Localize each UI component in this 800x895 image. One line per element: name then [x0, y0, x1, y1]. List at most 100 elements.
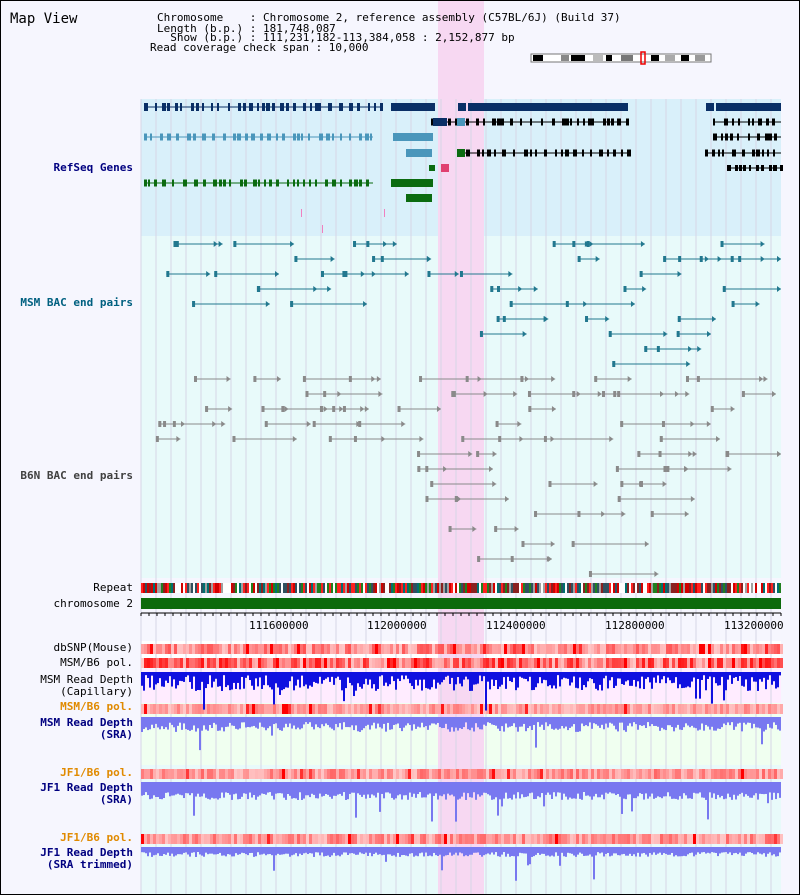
bac-pair-end: [663, 256, 667, 262]
repeat-segment: [579, 583, 581, 593]
repeat-segment: [393, 583, 395, 593]
pol-cell: [546, 769, 549, 779]
depth-bar: [307, 782, 309, 796]
pol-cell: [480, 704, 483, 714]
pol-cell: [684, 834, 687, 844]
pol-cell: [159, 769, 162, 779]
pol-cell: [291, 834, 294, 844]
pol-cell: [765, 769, 768, 779]
pol-cell: [456, 834, 459, 844]
depth-bar: [501, 672, 503, 685]
depth-bar: [337, 672, 339, 677]
pol-cell: [669, 834, 672, 844]
depth-bar: [449, 717, 451, 732]
gene-exon: [150, 133, 152, 141]
pol-cell: [282, 644, 285, 654]
pol-cell: [621, 769, 624, 779]
bac-pair-end: [627, 376, 632, 382]
bac-pair-end: [451, 391, 455, 397]
track-label-b6n-bac[interactable]: B6N BAC end pairs: [20, 469, 133, 482]
pol-cell: [165, 644, 168, 654]
pol-cell: [612, 658, 615, 668]
pol-cell: [357, 769, 360, 779]
depth-bar: [777, 847, 779, 857]
depth-bar: [267, 782, 269, 793]
pol-cell: [261, 658, 264, 668]
repeat-segment: [673, 583, 675, 593]
depth-bar: [583, 847, 585, 856]
pol-cell: [204, 834, 207, 844]
repeat-segment: [531, 583, 533, 593]
depth-bar: [297, 847, 299, 857]
depth-bar: [149, 672, 151, 688]
depth-bar: [145, 717, 147, 728]
depth-bar: [743, 717, 745, 723]
bac-pair-end: [477, 556, 481, 562]
depth-bar: [213, 717, 215, 723]
bac-pair-end: [583, 301, 588, 307]
pol-cell: [300, 644, 303, 654]
depth-bar: [369, 847, 371, 853]
bac-pair-end: [417, 466, 421, 472]
repeat-segment: [709, 583, 711, 593]
pol-cell: [381, 704, 384, 714]
pol-cell: [765, 658, 768, 668]
depth-bar: [527, 847, 529, 866]
pol-cell: [396, 704, 399, 714]
pol-cell: [657, 704, 660, 714]
pol-cell: [549, 704, 552, 714]
depth-bar: [303, 717, 305, 725]
pol-cell: [711, 704, 714, 714]
bac-pair-end: [639, 271, 643, 277]
pol-cell: [312, 769, 315, 779]
pol-cell: [720, 834, 723, 844]
depth-bar: [779, 672, 781, 676]
pol-cell: [609, 834, 612, 844]
pol-cell: [645, 769, 648, 779]
pol-cell: [177, 834, 180, 844]
pol-cell: [162, 834, 165, 844]
pol-cell: [303, 834, 306, 844]
depth-bar: [655, 672, 657, 683]
depth-bar: [239, 847, 241, 855]
pol-cell: [303, 704, 306, 714]
depth-bar: [239, 782, 241, 799]
depth-bar: [501, 782, 503, 807]
pol-cell: [390, 644, 393, 654]
depth-bar: [299, 672, 301, 688]
pol-cell: [495, 834, 498, 844]
pol-cell: [414, 658, 417, 668]
pol-cell: [708, 644, 711, 654]
gene-exon: [577, 118, 579, 126]
depth-bar: [391, 717, 393, 730]
repeat-segment: [615, 583, 617, 593]
depth-bar: [143, 717, 145, 729]
gene-exon: [727, 165, 731, 171]
depth-bar: [771, 847, 773, 856]
depth-bar: [315, 672, 317, 683]
depth-bar: [163, 672, 165, 687]
repeat-segment: [407, 583, 409, 593]
repeat-segment: [311, 583, 313, 593]
pol-cell: [753, 658, 756, 668]
bac-pair-end: [417, 451, 421, 457]
pol-cell: [714, 658, 717, 668]
depth-bar: [763, 672, 765, 678]
depth-bar: [747, 782, 749, 796]
pol-cell: [522, 704, 525, 714]
depth-bar: [415, 672, 417, 680]
pol-cell: [675, 834, 678, 844]
track-label-msm-bac[interactable]: MSM BAC end pairs: [20, 296, 133, 309]
track-label-refseq-genes[interactable]: RefSeq Genes: [53, 161, 133, 174]
depth-bar: [349, 847, 351, 854]
depth-bar: [251, 717, 253, 727]
depth-bar: [435, 717, 437, 725]
depth-bar: [541, 782, 543, 794]
depth-bar: [245, 782, 247, 794]
pol-cell: [213, 704, 216, 714]
pol-cell: [186, 644, 189, 654]
depth-bar: [347, 782, 349, 800]
repeat-segment: [693, 583, 695, 593]
bac-pair-end: [509, 301, 513, 307]
